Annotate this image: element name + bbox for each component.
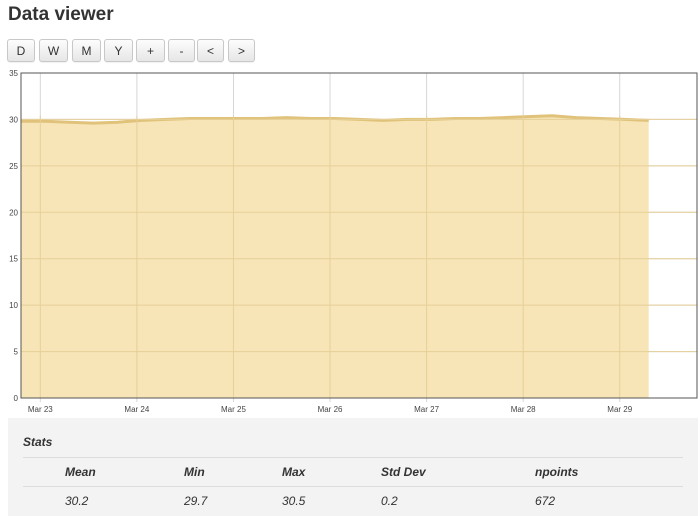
- y-tick-label: 10: [9, 301, 18, 310]
- x-tick-label: Mar 25: [221, 405, 246, 414]
- stats-value-mean: 30.2: [65, 494, 89, 508]
- y-tick-label: 30: [9, 115, 18, 124]
- stats-header-std-dev: Std Dev: [381, 465, 426, 479]
- plot-frame: [20, 72, 698, 399]
- x-tick-label: Mar 24: [124, 405, 149, 414]
- x-tick-label: Mar 27: [414, 405, 439, 414]
- y-tick-label: 20: [9, 208, 18, 217]
- stats-header-mean: Mean: [65, 465, 96, 479]
- y-tick-label: 35: [9, 69, 18, 78]
- stats-value-npoints: 672: [535, 494, 556, 508]
- x-tick-label: Mar 23: [28, 405, 53, 414]
- x-tick-label: Mar 28: [511, 405, 536, 414]
- y-tick-label: 25: [9, 162, 18, 171]
- page-title: Data viewer: [8, 4, 114, 25]
- area-fill: [21, 115, 649, 398]
- x-tick-label: Mar 26: [318, 405, 343, 414]
- stats-panel: Stats Mean Min Max Std Dev npoints 30.2 …: [8, 418, 698, 516]
- zoom-in-button[interactable]: +: [136, 39, 165, 62]
- stats-value-max: 30.5: [282, 494, 306, 508]
- year-range-button[interactable]: Y: [104, 39, 133, 62]
- zoom-out-button[interactable]: -: [168, 39, 195, 62]
- stats-header-min: Min: [184, 465, 205, 479]
- week-range-button[interactable]: W: [39, 39, 68, 62]
- x-tick-label: Mar 29: [607, 405, 632, 414]
- month-range-button[interactable]: M: [72, 39, 101, 62]
- y-tick-label: 0: [14, 394, 19, 403]
- y-tick-label: 15: [9, 255, 18, 264]
- day-range-button[interactable]: D: [7, 39, 35, 62]
- next-range-button[interactable]: >: [228, 39, 255, 62]
- stats-value-min: 29.7: [184, 494, 208, 508]
- series-line: [21, 114, 649, 125]
- stats-header-max: Max: [282, 465, 306, 479]
- stats-header-npoints: npoints: [535, 465, 579, 479]
- time-series-chart[interactable]: 0 5 10 15 20 25 30 35 Mar 23 Mar 24 Mar 25 Mar 26 Ma…: [0, 66, 700, 418]
- stats-title: Stats: [23, 435, 53, 449]
- y-tick-label: 5: [14, 348, 19, 357]
- stats-divider: [23, 457, 683, 458]
- stats-value-std-dev: 0.2: [381, 494, 398, 508]
- stats-divider: [23, 486, 683, 487]
- previous-range-button[interactable]: <: [197, 39, 224, 62]
